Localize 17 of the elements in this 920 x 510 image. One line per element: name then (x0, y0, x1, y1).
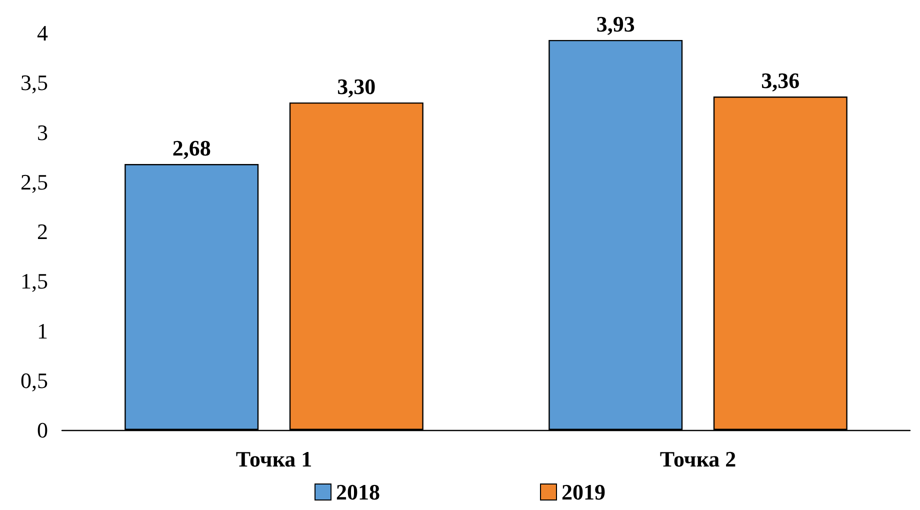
x-tick-label: Точка 2 (660, 446, 736, 472)
y-tick-label: 0,5 (20, 368, 48, 393)
x-tick-label: Точка 1 (236, 446, 312, 472)
y-tick-label: 1 (37, 318, 48, 344)
y-tick-label: 3,5 (20, 70, 48, 96)
y-tick-label: 0 (37, 418, 48, 442)
legend-label: 2019 (562, 480, 606, 504)
y-tick-label: 3 (37, 120, 48, 145)
data-label: 3,30 (337, 74, 376, 99)
data-label: 2,68 (172, 136, 211, 161)
data-label: 3,93 (596, 11, 635, 36)
y-tick-label: 4 (37, 20, 48, 46)
y-tick-label: 2,5 (20, 169, 48, 194)
data-label: 3,36 (761, 68, 800, 94)
y-tick-label: 2 (37, 219, 48, 244)
y-tick-label: 1,5 (20, 268, 48, 294)
legend-label: 2018 (336, 480, 380, 504)
